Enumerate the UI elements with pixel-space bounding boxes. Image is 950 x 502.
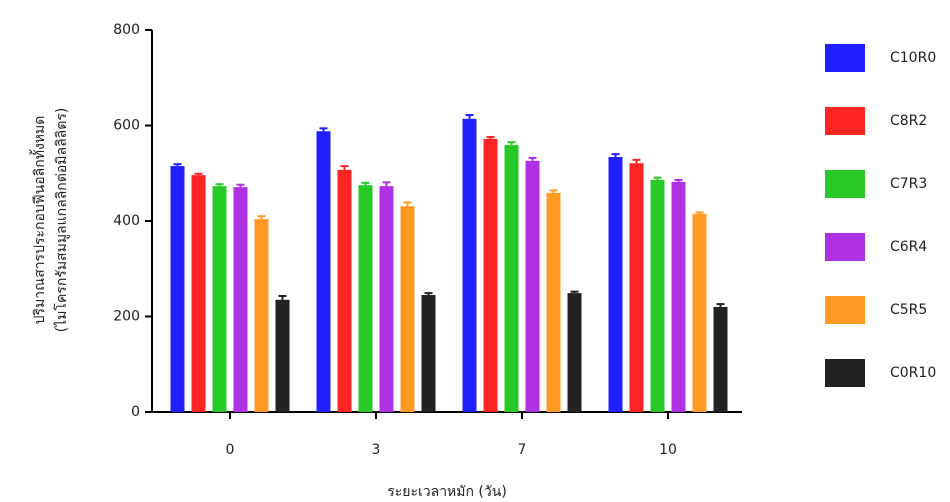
bar	[170, 166, 185, 412]
y-tick-label: 800	[113, 22, 140, 38]
y-tick-label: 400	[113, 213, 140, 229]
legend-swatch	[825, 107, 865, 135]
bar	[212, 186, 227, 412]
legend-swatch	[825, 233, 865, 261]
x-tick-label: 7	[518, 442, 527, 458]
bar	[254, 219, 269, 412]
x-tick-label: 0	[226, 442, 235, 458]
legend-label: C5R5	[890, 302, 927, 318]
bar	[233, 187, 248, 412]
bar	[713, 306, 728, 412]
bar	[650, 179, 665, 412]
bar	[483, 138, 498, 412]
x-tick-label: 10	[659, 442, 677, 458]
bar	[191, 175, 206, 412]
legend-swatch	[825, 359, 865, 387]
y-tick-label: 600	[113, 118, 140, 134]
x-tick-label: 3	[372, 442, 381, 458]
bar	[546, 192, 561, 412]
legend-swatch	[825, 296, 865, 324]
legend-label: C8R2	[890, 113, 927, 129]
legend-label: C0R10	[890, 365, 936, 381]
bar	[337, 169, 352, 412]
bar	[316, 131, 331, 413]
y-axis-label: (ไมโครกรัมสมมูลแกลลิกต่อมิลลิลิตร)	[53, 108, 70, 333]
bar	[275, 299, 290, 412]
x-axis-label: ระยะเวลาหมัก (วัน)	[387, 484, 507, 500]
legend-label: C10R0	[890, 50, 936, 66]
bar	[358, 185, 373, 412]
bar	[421, 295, 436, 412]
bar	[504, 145, 519, 412]
legend-swatch	[825, 44, 865, 72]
legend-swatch	[825, 170, 865, 198]
bar	[608, 157, 623, 412]
bar	[567, 293, 582, 412]
bar	[400, 206, 415, 412]
bar	[692, 213, 707, 412]
bar	[525, 160, 540, 412]
bar	[462, 118, 477, 412]
bar	[379, 186, 394, 412]
legend-label: C6R4	[890, 239, 927, 255]
y-tick-label: 0	[131, 404, 140, 420]
y-axis-label: ปริมาณสารประกอบฟีนอลิกทั้งหมด	[29, 116, 48, 325]
y-tick-label: 200	[113, 309, 140, 325]
bar	[671, 181, 686, 412]
legend-label: C7R3	[890, 176, 927, 192]
bar	[629, 163, 644, 412]
